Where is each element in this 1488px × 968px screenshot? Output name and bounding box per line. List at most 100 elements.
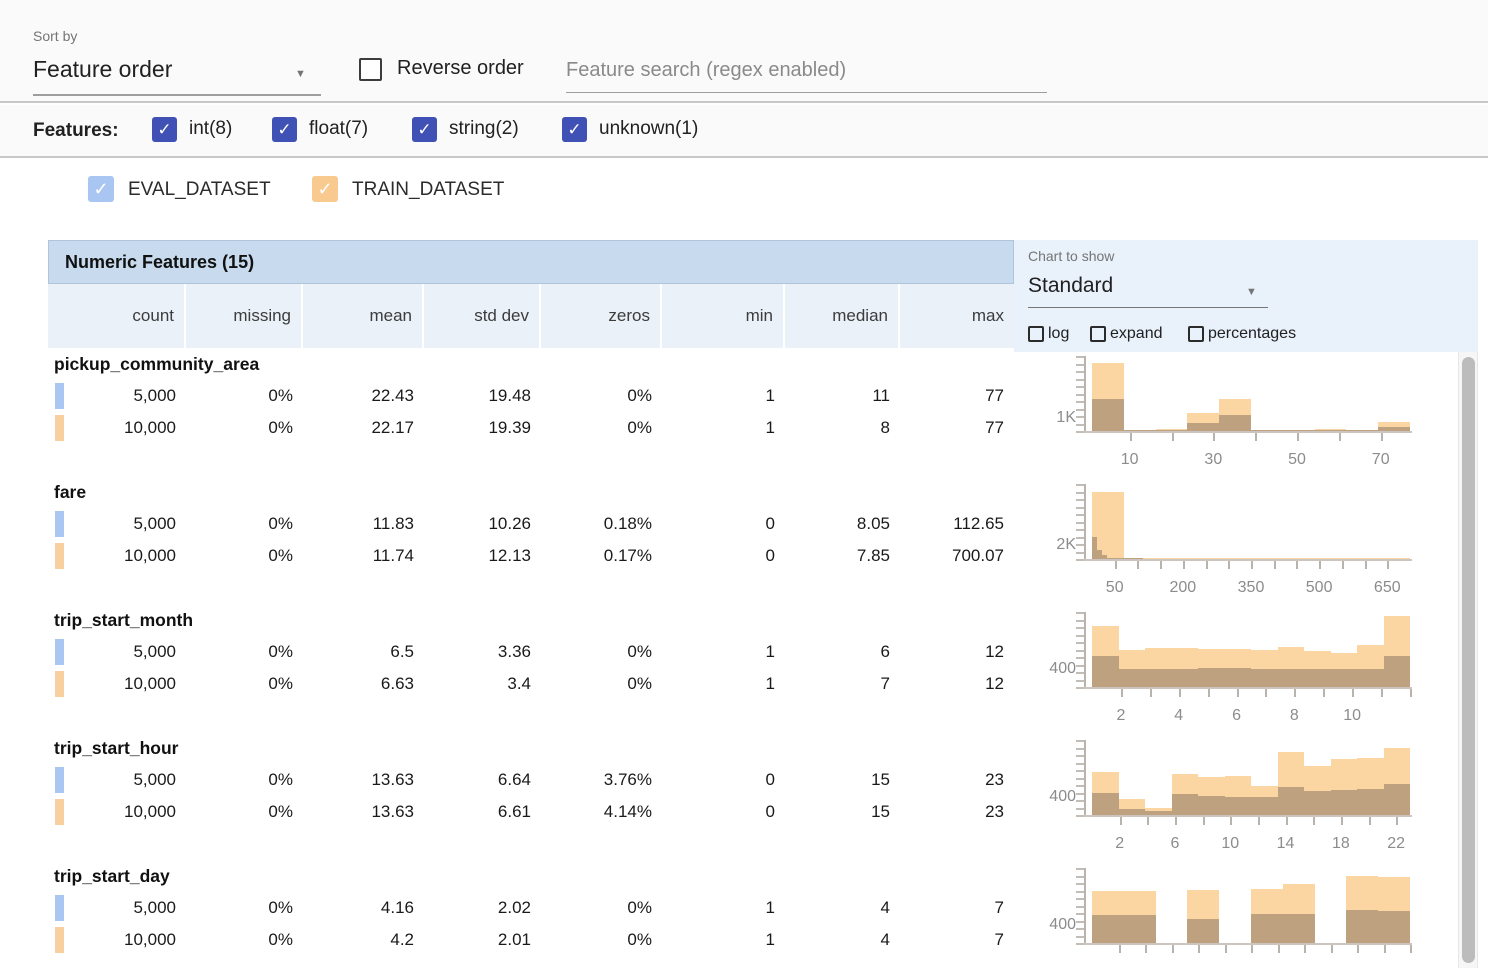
stat-cell: 3.4 (507, 674, 531, 693)
stat-cell: 11.83 (372, 514, 414, 533)
x-axis-tick-label: 10 (1120, 451, 1139, 468)
y-axis-tick (1076, 883, 1084, 885)
checkbox-checked-icon[interactable]: ✓ (312, 176, 338, 202)
histogram-bar-eval_dataset (1304, 669, 1331, 687)
stat-row-train_dataset: 10,000 0% 13.63 6.61 4.14% 0 15 23 (48, 796, 1014, 828)
histogram-bar-train_dataset (1187, 558, 1220, 559)
histogram-bar-eval_dataset (1118, 809, 1145, 815)
stat-cell: 4.14% (603, 802, 652, 821)
y-axis-tick (1076, 559, 1084, 561)
x-axis-tick (1178, 689, 1181, 697)
vertical-scrollbar-track[interactable] (1458, 352, 1478, 968)
histogram-bar-eval_dataset (1138, 558, 1144, 559)
x-axis-tick (1410, 689, 1412, 697)
y-axis-tick (1076, 431, 1084, 433)
checkbox-checked-icon[interactable]: ✓ (412, 117, 437, 142)
y-axis-tick (1076, 785, 1084, 787)
chevron-down-icon[interactable]: ▼ (1246, 286, 1257, 298)
histogram-bar-eval_dataset (1304, 790, 1331, 815)
x-axis-tick (1224, 945, 1227, 953)
histogram-bar-eval_dataset (1346, 430, 1379, 431)
y-axis-line (1084, 356, 1086, 431)
x-axis-tick (1319, 561, 1322, 569)
y-axis-tick (1076, 521, 1084, 524)
stat-cell: 10.26 (488, 514, 531, 533)
stat-cell: 6.61 (497, 802, 531, 821)
x-axis-line (1084, 943, 1412, 945)
histogram-bar-train_dataset (1155, 429, 1188, 431)
y-axis-tick (1076, 408, 1084, 411)
stat-cell: 22.43 (371, 386, 414, 405)
sort-toolbar: Sort by Feature order ▼ Reverse order Fe… (0, 0, 1488, 103)
x-axis-tick (1236, 689, 1239, 697)
x-axis-tick (1352, 689, 1355, 697)
histogram-bar-train_dataset (1171, 774, 1198, 815)
feature-type-filter-bar: Features: ✓ int(8) ✓ float(7) ✓ string(2) ✓ unk… (0, 105, 1488, 158)
x-axis-tick-label: 4 (1174, 707, 1184, 724)
histogram-bar-eval_dataset (1171, 794, 1198, 815)
histogram-bar-eval_dataset (1282, 430, 1315, 431)
stat-cell: 10,000 (124, 930, 176, 949)
stat-cell: 0% (268, 930, 293, 949)
x-axis-tick-label: 6 (1232, 707, 1241, 724)
checkbox-checked-icon[interactable]: ✓ (562, 117, 587, 142)
stat-cell: 0% (268, 898, 293, 917)
stat-cell: 13.63 (371, 770, 414, 789)
reverse-order-checkbox[interactable] (359, 58, 382, 81)
histogram-bar-eval_dataset (1092, 398, 1124, 431)
dataset-color-chip (55, 511, 64, 537)
sort-by-select[interactable]: Feature order (33, 56, 173, 82)
checkbox-unchecked-icon[interactable] (1090, 326, 1106, 342)
column-header-max: max (971, 306, 1004, 325)
histogram-bar-train_dataset (1219, 399, 1251, 431)
vertical-scrollbar-thumb[interactable] (1462, 357, 1475, 963)
x-axis-tick-label: 8 (1289, 707, 1299, 724)
stat-cell: 4.16 (380, 898, 414, 917)
y-axis-tick (1076, 755, 1084, 757)
histogram-bar-train_dataset (1092, 891, 1124, 943)
x-axis-tick (1255, 433, 1258, 441)
checkbox-unchecked-icon[interactable] (1028, 326, 1044, 342)
feature-row-trip_start_month: trip_start_month 5,000 0% 6.5 3.36 0% 1 6 12 10,0… (48, 604, 1014, 732)
stat-cell: 7 (994, 930, 1004, 949)
stat-cell: 0% (627, 674, 652, 693)
x-axis-tick-label: 650 (1373, 579, 1401, 596)
feature-name: trip_start_day (54, 866, 170, 886)
y-axis-tick (1076, 619, 1084, 622)
checkbox-checked-icon[interactable]: ✓ (88, 176, 114, 202)
x-axis-tick-label: 30 (1204, 451, 1223, 468)
y-axis-tick (1076, 807, 1084, 810)
checkbox-unchecked-icon[interactable] (1188, 326, 1204, 342)
checkbox-checked-icon[interactable]: ✓ (152, 117, 177, 142)
stat-cell: 2.02 (497, 898, 531, 917)
dataset-color-chip (55, 639, 64, 665)
chevron-down-icon[interactable]: ▼ (295, 68, 306, 80)
dataset-label: TRAIN_DATASET (352, 179, 505, 200)
stat-cell: 0% (627, 898, 652, 917)
y-axis-tick (1076, 491, 1084, 494)
checkbox-checked-icon[interactable]: ✓ (272, 117, 297, 142)
y-axis-tick (1076, 770, 1084, 772)
x-axis-tick-label: 50 (1105, 579, 1124, 596)
histogram-bar-eval_dataset (1277, 668, 1304, 687)
search-underline (566, 92, 1047, 93)
x-axis-tick (1387, 561, 1390, 569)
stat-cell: 3.36 (497, 642, 531, 661)
stat-cell: 0.18% (603, 514, 652, 533)
feature-name: trip_start_month (54, 610, 194, 630)
histogram-bar-train_dataset (1304, 651, 1331, 687)
x-axis-tick (1251, 561, 1253, 569)
x-axis-tick (1137, 561, 1140, 569)
feature-search-input[interactable]: Feature search (regex enabled) (566, 59, 847, 81)
histogram-bar-eval_dataset (1251, 430, 1283, 431)
histogram-bar-train_dataset (1251, 558, 1283, 559)
x-axis-tick-label: 50 (1288, 451, 1306, 468)
chart-type-select[interactable]: Standard (1028, 274, 1114, 297)
histogram-bar-train_dataset (1346, 876, 1379, 943)
x-axis-tick (1304, 945, 1306, 953)
stat-cell: 5,000 (133, 770, 176, 789)
dataset-color-chip (55, 895, 64, 921)
histogram-bar-train_dataset (1092, 363, 1124, 431)
x-axis-tick (1338, 433, 1341, 441)
stat-cell: 10,000 (124, 802, 176, 821)
